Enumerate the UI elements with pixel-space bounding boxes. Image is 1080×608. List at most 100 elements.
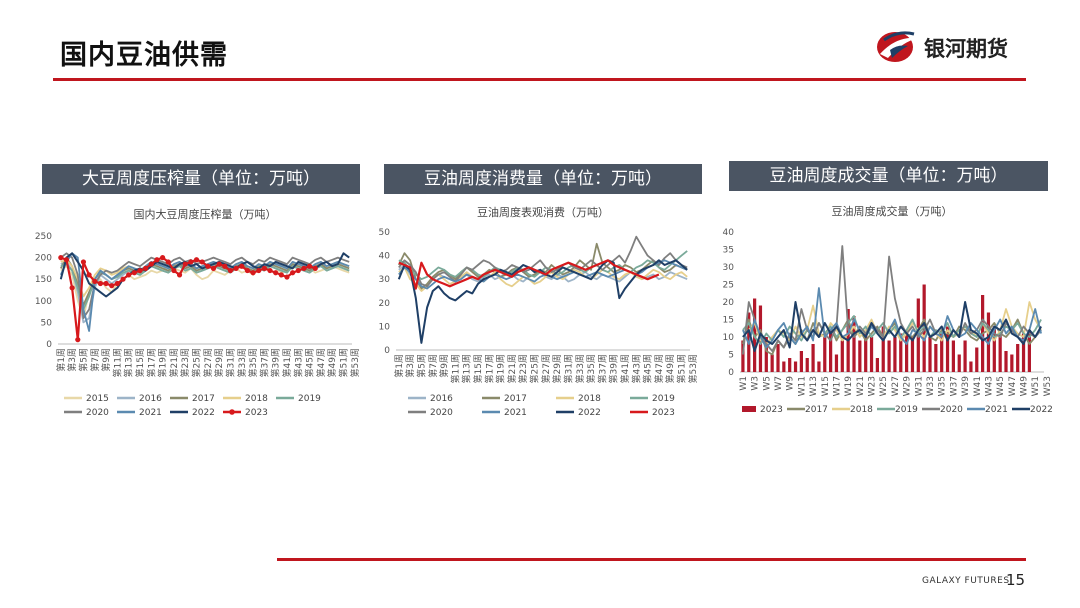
x-tick-label: 第21周 <box>506 354 518 383</box>
legend-label-2018: 2018 <box>245 394 268 404</box>
y-tick-label: 0 <box>384 346 390 356</box>
x-tick-label: W41 <box>973 376 983 396</box>
legend-label-2015: 2015 <box>86 394 109 404</box>
bar-2023 <box>992 326 996 372</box>
x-tick-label: 第53周 <box>349 348 361 377</box>
legend-label-2021: 2021 <box>139 408 162 418</box>
bar-2023 <box>811 344 815 372</box>
legend-label-2022: 2022 <box>192 408 215 418</box>
series-point-2023 <box>295 267 301 274</box>
bar-2023 <box>869 337 874 372</box>
legend-label-2021: 2021 <box>985 405 1008 415</box>
x-tick-label: 第3周 <box>404 354 416 378</box>
series-point-2023 <box>80 259 87 265</box>
legend-label-2017: 2017 <box>805 405 828 415</box>
series-line-2020 <box>60 252 350 319</box>
series-point-2023 <box>75 337 81 343</box>
legend-label-2020: 2020 <box>86 408 109 418</box>
x-tick-label: 第15周 <box>472 354 484 383</box>
x-tick-label: W5 <box>762 376 772 391</box>
y-tick-label: 20 <box>723 298 735 308</box>
bar-2023 <box>764 337 768 372</box>
x-tick-label: 第49周 <box>326 348 338 377</box>
bar-2023 <box>1016 344 1020 372</box>
x-tick-label: 第27周 <box>202 348 214 377</box>
bar-2023 <box>899 333 903 372</box>
legend-label-2019: 2019 <box>895 405 918 415</box>
x-tick-label: 第51周 <box>338 348 350 377</box>
x-tick-label: W21 <box>856 376 866 396</box>
x-tick-label: W1 <box>739 376 749 391</box>
series-point-2023 <box>159 255 166 261</box>
x-tick-label: W33 <box>926 376 936 396</box>
x-tick-label: 第11周 <box>111 348 123 377</box>
x-tick-label: W9 <box>786 376 796 391</box>
x-tick-label: 第11周 <box>449 354 461 383</box>
y-tick-label: 5 <box>728 351 734 361</box>
x-tick-label: W53 <box>1043 376 1053 396</box>
y-tick-label: 50 <box>379 228 391 238</box>
bar-2023 <box>928 337 932 372</box>
legend-label-2020: 2020 <box>430 408 453 418</box>
series-line-2020 <box>398 235 688 288</box>
y-tick-label: 10 <box>723 333 735 343</box>
series-point-2023 <box>148 261 154 267</box>
series-line-2019 <box>398 250 688 281</box>
bar-2023 <box>805 358 809 372</box>
bar-2023 <box>741 340 745 372</box>
x-tick-label: W15 <box>821 376 831 396</box>
x-tick-label: 第31周 <box>562 354 574 383</box>
x-tick-label: W37 <box>949 376 959 396</box>
series-line-2022 <box>742 301 1042 352</box>
series-point-2023 <box>171 267 177 274</box>
x-tick-label: 第17周 <box>145 348 157 377</box>
bar-2023 <box>858 340 862 372</box>
x-tick-label: 第23周 <box>179 348 191 377</box>
series-point-2023 <box>312 265 318 271</box>
series-point-2023 <box>306 263 313 269</box>
legend-label-2022: 2022 <box>578 408 601 418</box>
series-point-2023 <box>210 265 217 271</box>
bar-2023 <box>975 347 979 372</box>
x-tick-label: 第1周 <box>55 348 67 372</box>
bar-2023 <box>893 337 897 372</box>
x-tick-label: W43 <box>984 376 994 396</box>
series-point-2023 <box>143 265 149 271</box>
x-tick-label: 第31周 <box>224 348 236 377</box>
legend-label-2016: 2016 <box>139 394 162 404</box>
series-point-2023 <box>205 263 211 269</box>
x-tick-label: W3 <box>751 376 761 391</box>
series-point-2023 <box>109 283 115 289</box>
bar-2023 <box>770 354 774 372</box>
panel-header-crush: 大豆周度压榨量（单位：万吨） <box>42 164 360 194</box>
x-tick-label: W51 <box>1031 376 1041 396</box>
legend-label-2018: 2018 <box>578 394 601 404</box>
y-tick-label: 20 <box>379 299 391 309</box>
series-point-2023 <box>131 270 137 276</box>
bar-2023 <box>793 361 798 372</box>
footer-brand: GALAXY FUTURES <box>922 576 1010 586</box>
series-point-2023 <box>256 267 262 274</box>
x-tick-label: 第13周 <box>461 354 473 383</box>
y-tick-label: 0 <box>728 368 734 378</box>
bar-2023 <box>969 361 973 372</box>
x-tick-label: W35 <box>938 376 948 396</box>
x-tick-label: 第7周 <box>89 348 101 372</box>
y-tick-label: 150 <box>35 275 52 285</box>
bar-2023 <box>782 361 786 372</box>
footer-divider <box>277 558 1026 561</box>
x-tick-label: 第5周 <box>415 354 427 378</box>
series-point-2023 <box>182 261 188 267</box>
series-point-2023 <box>103 280 109 287</box>
legend-label-2019: 2019 <box>652 394 675 404</box>
series-point-2023 <box>176 272 183 278</box>
x-tick-label: W29 <box>903 376 913 397</box>
legend-label-2016: 2016 <box>430 394 453 404</box>
x-tick-label: 第37周 <box>596 354 608 383</box>
brand-logo: 银河期货 <box>874 28 1024 66</box>
x-tick-label: 第17周 <box>483 354 495 383</box>
x-tick-label: W47 <box>1008 376 1018 396</box>
x-tick-label: 第5周 <box>77 348 89 372</box>
series-point-2023 <box>165 259 171 265</box>
